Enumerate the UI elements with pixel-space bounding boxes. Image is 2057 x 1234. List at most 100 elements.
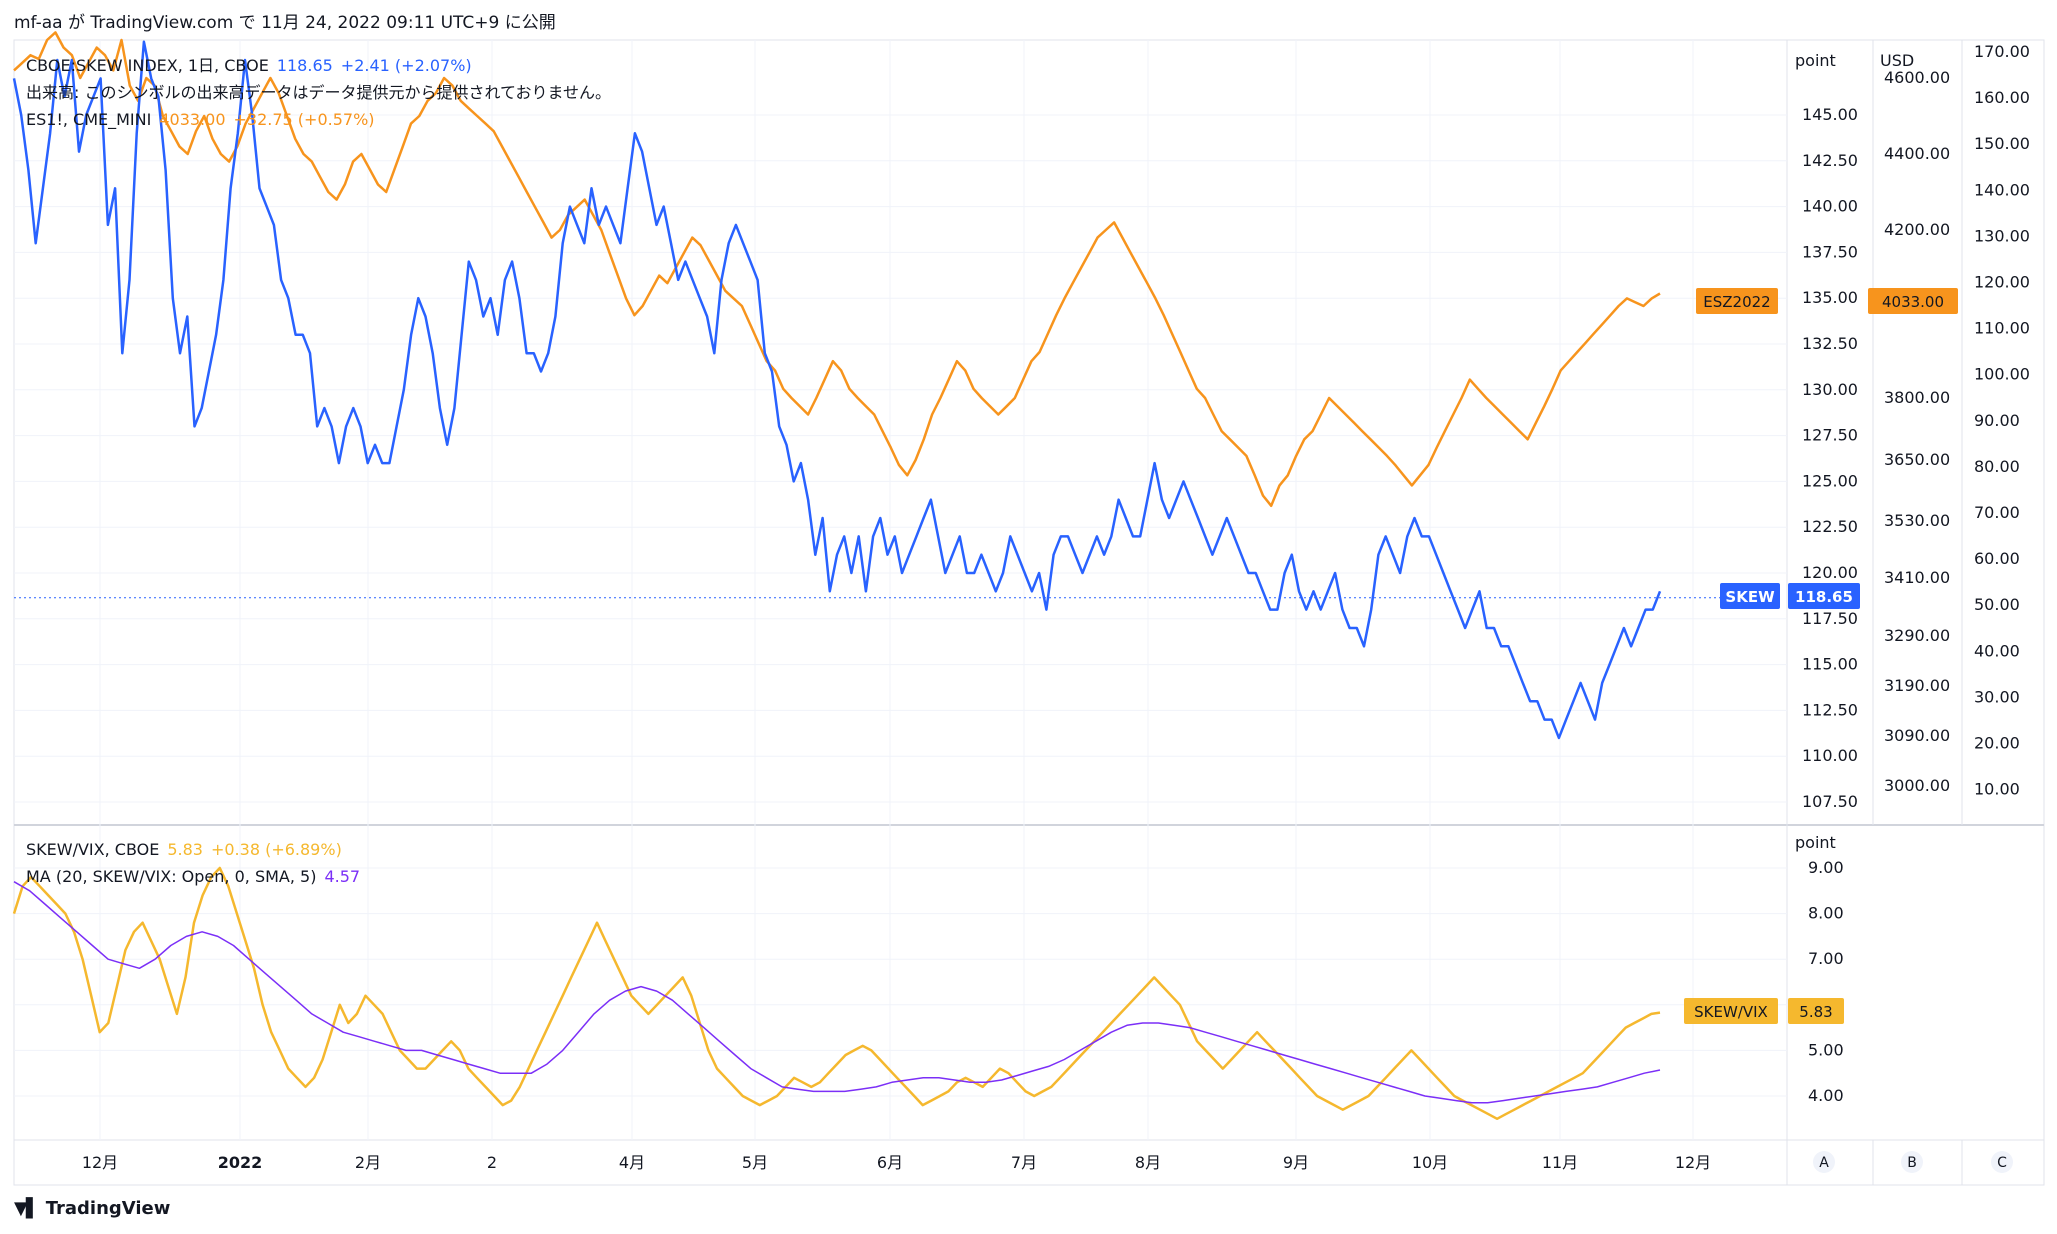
ma-legend-row[interactable]: MA (20, SKEW/VIX: Open, 0, SMA, 5) 4.57 — [26, 863, 368, 890]
main-pane-series — [12, 31, 1662, 740]
scale-button-b[interactable]: B — [1901, 1151, 1923, 1173]
time-tick-label: 4月 — [619, 1153, 645, 1172]
time-tick-label: 11月 — [1542, 1153, 1578, 1172]
es-series-line — [13, 31, 1661, 508]
es-badge-name: ESZ2022 — [1703, 293, 1770, 311]
time-tick-label: 6月 — [877, 1153, 903, 1172]
svg-text:A: A — [1819, 1155, 1829, 1171]
ratio-series-line — [12, 866, 1661, 1121]
volume-legend-row: 出来高: このシンボルの出来高データはデータ提供元から提供されておりません。 — [26, 79, 619, 106]
es-legend-row[interactable]: ES1!, CME_MINI 4033.00 +32.75 (+0.57%) — [26, 106, 619, 133]
skew-legend-value: 118.65 — [276, 56, 333, 75]
es-badge: ESZ2022 4033.00 — [1696, 288, 1958, 314]
point-tick-label: 127.50 — [1802, 426, 1858, 445]
footer-brand: TradingView — [45, 1198, 171, 1219]
time-tick-label: 2 — [487, 1153, 497, 1172]
time-tick-label: 7月 — [1011, 1153, 1037, 1172]
skew-badge-name: SKEW — [1725, 588, 1775, 606]
point-tick-label: 142.50 — [1802, 151, 1858, 170]
skew-badge-price: 118.65 — [1795, 588, 1853, 606]
sub-price-axis: 9.008.007.006.005.004.00 — [1808, 858, 1844, 1105]
sub-pane-grid — [14, 867, 1787, 1097]
ma-series-line — [13, 881, 1661, 1104]
third-tick-label: 160.00 — [1974, 88, 2030, 107]
sub-pane-series — [12, 866, 1661, 1121]
time-tick-label: 12月 — [1675, 1153, 1711, 1172]
point-tick-label: 115.00 — [1802, 655, 1858, 674]
main-pane-grid — [14, 40, 1787, 1140]
third-tick-label: 140.00 — [1974, 180, 2030, 199]
usd-tick-label: 4600.00 — [1884, 68, 1950, 87]
es-legend-change: +32.75 (+0.57%) — [233, 110, 375, 129]
third-tick-label: 100.00 — [1974, 365, 2030, 384]
third-tick-label: 120.00 — [1974, 273, 2030, 292]
ma-legend-label: MA (20, SKEW/VIX: Open, 0, SMA, 5) — [26, 867, 317, 886]
usd-axis-header: USD — [1880, 51, 1914, 70]
point-tick-label: 120.00 — [1802, 563, 1858, 582]
ratio-legend-row[interactable]: SKEW/VIX, CBOE 5.83 +0.38 (+6.89%) — [26, 836, 368, 863]
sub-tick-label: 9.00 — [1808, 858, 1844, 877]
point-tick-label: 122.50 — [1802, 517, 1858, 536]
ratio-badge-name: SKEW/VIX — [1694, 1003, 1768, 1021]
volume-note: 出来高: このシンボルの出来高データはデータ提供元から提供されておりません。 — [26, 83, 612, 102]
time-axis: 12月 2022 2月 2 4月 5月 6月 7月 8月 9月 10月 11月 12月 — [82, 1153, 1711, 1172]
skew-badge: SKEW 118.65 — [1720, 583, 1860, 609]
third-tick-label: 70.00 — [1974, 503, 2020, 522]
ratio-legend-label: SKEW/VIX, CBOE — [26, 840, 160, 859]
third-tick-label: 170.00 — [1974, 42, 2030, 61]
third-tick-label: 150.00 — [1974, 134, 2030, 153]
usd-tick-label: 3800.00 — [1884, 388, 1950, 407]
svg-text:C: C — [1997, 1155, 2007, 1171]
usd-tick-label: 4400.00 — [1884, 144, 1950, 163]
time-tick-label: 9月 — [1283, 1153, 1309, 1172]
main-legend: CBOE:SKEW INDEX, 1日, CBOE 118.65 +2.41 (+2… — [26, 52, 619, 133]
time-tick-label: 2022 — [218, 1153, 263, 1172]
point-tick-label: 107.50 — [1802, 792, 1858, 811]
sub-tick-label: 8.00 — [1808, 904, 1844, 923]
point-tick-label: 117.50 — [1802, 609, 1858, 628]
time-tick-label: 12月 — [82, 1153, 118, 1172]
ma-legend-value: 4.57 — [324, 867, 361, 886]
sub-tick-label: 5.00 — [1808, 1040, 1844, 1059]
usd-tick-label: 3410.00 — [1884, 568, 1950, 587]
point-tick-label: 135.00 — [1802, 288, 1858, 307]
third-tick-label: 20.00 — [1974, 734, 2020, 753]
skew-legend-label: CBOE:SKEW INDEX, 1日, CBOE — [26, 56, 269, 75]
point-tick-label: 110.00 — [1802, 746, 1858, 765]
point-tick-label: 112.50 — [1802, 700, 1858, 719]
point-price-axis: 145.00 142.50 140.00 137.50 135.00 132.50 130.… — [1802, 105, 1858, 811]
point-tick-label: 137.50 — [1802, 242, 1858, 261]
point-tick-label: 140.00 — [1802, 197, 1858, 216]
third-tick-label: 50.00 — [1974, 595, 2020, 614]
svg-text:B: B — [1907, 1155, 1917, 1171]
scale-button-c[interactable]: C — [1991, 1151, 2013, 1173]
sub-tick-label: 7.00 — [1808, 949, 1844, 968]
usd-price-axis: 4600.004400.004200.004000.003800.003650.… — [1884, 68, 1950, 795]
third-tick-label: 90.00 — [1974, 411, 2020, 430]
usd-tick-label: 3000.00 — [1884, 776, 1950, 795]
usd-tick-label: 4200.00 — [1884, 220, 1950, 239]
time-tick-label: 10月 — [1412, 1153, 1448, 1172]
third-tick-label: 10.00 — [1974, 780, 2020, 799]
sub-legend: SKEW/VIX, CBOE 5.83 +0.38 (+6.89%) MA (20,… — [26, 836, 368, 890]
usd-tick-label: 3290.00 — [1884, 626, 1950, 645]
ratio-badge-price: 5.83 — [1799, 1003, 1832, 1021]
third-tick-label: 130.00 — [1974, 226, 2030, 245]
time-tick-label: 2月 — [355, 1153, 381, 1172]
point-tick-label: 145.00 — [1802, 105, 1858, 124]
scale-button-a[interactable]: A — [1813, 1151, 1835, 1173]
es-badge-price: 4033.00 — [1882, 293, 1944, 311]
tradingview-footer[interactable]: ▼▌ TradingView — [14, 1198, 170, 1219]
usd-tick-label: 3090.00 — [1884, 726, 1950, 745]
skew-legend-change: +2.41 (+2.07%) — [340, 56, 472, 75]
sub-tick-label: 4.00 — [1808, 1086, 1844, 1105]
ratio-badge: SKEW/VIX 5.83 — [1684, 998, 1844, 1024]
ratio-legend-change: +0.38 (+6.89%) — [210, 840, 342, 859]
sub-point-axis-header: point — [1795, 833, 1836, 852]
es-legend-label: ES1!, CME_MINI — [26, 110, 152, 129]
tradingview-logo-icon: ▼▌ — [14, 1198, 40, 1219]
skew-legend-row[interactable]: CBOE:SKEW INDEX, 1日, CBOE 118.65 +2.41 (+2… — [26, 52, 619, 79]
es-legend-value: 4033.00 — [159, 110, 226, 129]
third-price-axis: 170.00 160.00 150.00 140.00 130.00 120.00 110.… — [1974, 42, 2030, 799]
